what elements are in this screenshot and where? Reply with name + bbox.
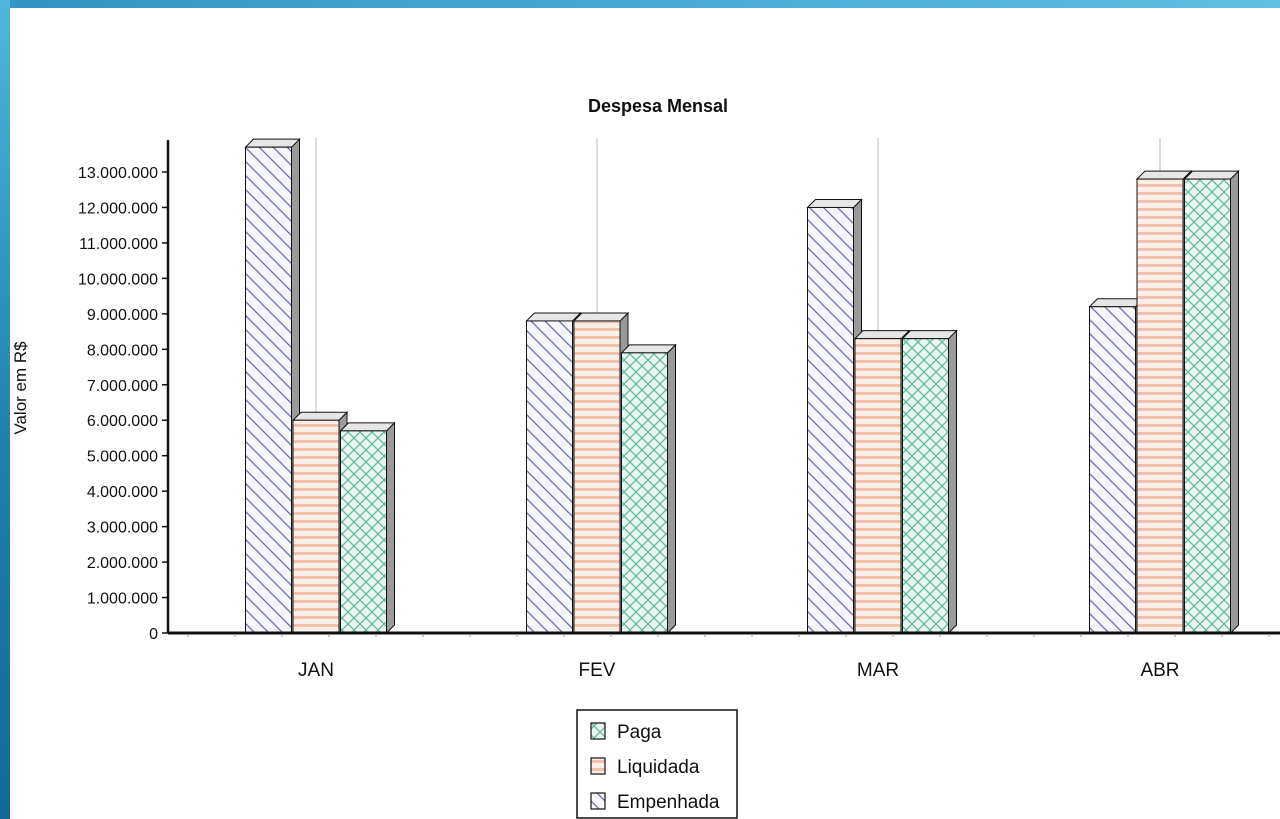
y-tick-label: 2.000.000 xyxy=(87,555,158,572)
x-tick-label-fev: FEV xyxy=(579,660,616,681)
y-tick-label: 1.000.000 xyxy=(87,591,158,608)
y-tick-label: 5.000.000 xyxy=(87,449,158,466)
y-tick-label: 10.000.000 xyxy=(78,271,158,288)
y-tick-label: 8.000.000 xyxy=(87,342,158,359)
bar-empenhada-fev xyxy=(525,311,582,635)
y-tick-label: 11.000.000 xyxy=(79,236,158,253)
legend-item-liquidada: Liquidada xyxy=(590,757,700,778)
legend-item-paga: Paga xyxy=(590,722,662,743)
bar-liquidada-fev xyxy=(572,311,630,635)
x-tick-label-abr: ABR xyxy=(1140,660,1179,681)
bar-liquidada-jan xyxy=(291,411,349,635)
legend-label: Liquidada xyxy=(617,757,700,778)
bar-paga-fev xyxy=(620,343,677,635)
y-tick-label: 7.000.000 xyxy=(87,378,158,395)
bar-paga-jan xyxy=(339,421,396,635)
bar-liquidada-abr xyxy=(1135,169,1193,635)
y-tick-label: 4.000.000 xyxy=(87,484,158,501)
bar-paga-mar xyxy=(901,329,958,635)
x-tick-label-mar: MAR xyxy=(857,660,899,681)
y-tick-label: 0 xyxy=(149,626,158,643)
chart-title: Despesa Mensal xyxy=(588,96,728,116)
x-tick-label-jan: JAN xyxy=(298,660,334,681)
legend-swatch xyxy=(590,792,606,810)
legend-label: Paga xyxy=(617,722,662,743)
bar-empenhada-abr xyxy=(1088,297,1145,635)
left-accent-bar xyxy=(0,0,10,819)
legend-swatch xyxy=(590,757,606,775)
y-tick-label: 6.000.000 xyxy=(87,413,158,430)
y-tick-label: 3.000.000 xyxy=(87,520,158,537)
y-axis-title: Valor em R$ xyxy=(11,341,30,435)
bar-paga-abr xyxy=(1183,169,1240,635)
y-tick-label: 12.000.000 xyxy=(78,200,158,217)
bar-empenhada-mar xyxy=(806,198,863,635)
legend-item-empenhada: Empenhada xyxy=(590,792,720,813)
y-tick-label: 13.000.000 xyxy=(78,165,158,182)
legend-swatch xyxy=(590,722,606,740)
bar-liquidada-mar xyxy=(853,329,911,635)
bar-empenhada-jan xyxy=(244,137,301,635)
legend-label: Empenhada xyxy=(617,792,720,813)
top-accent-bar xyxy=(0,0,1280,8)
y-tick-label: 9.000.000 xyxy=(87,307,158,324)
